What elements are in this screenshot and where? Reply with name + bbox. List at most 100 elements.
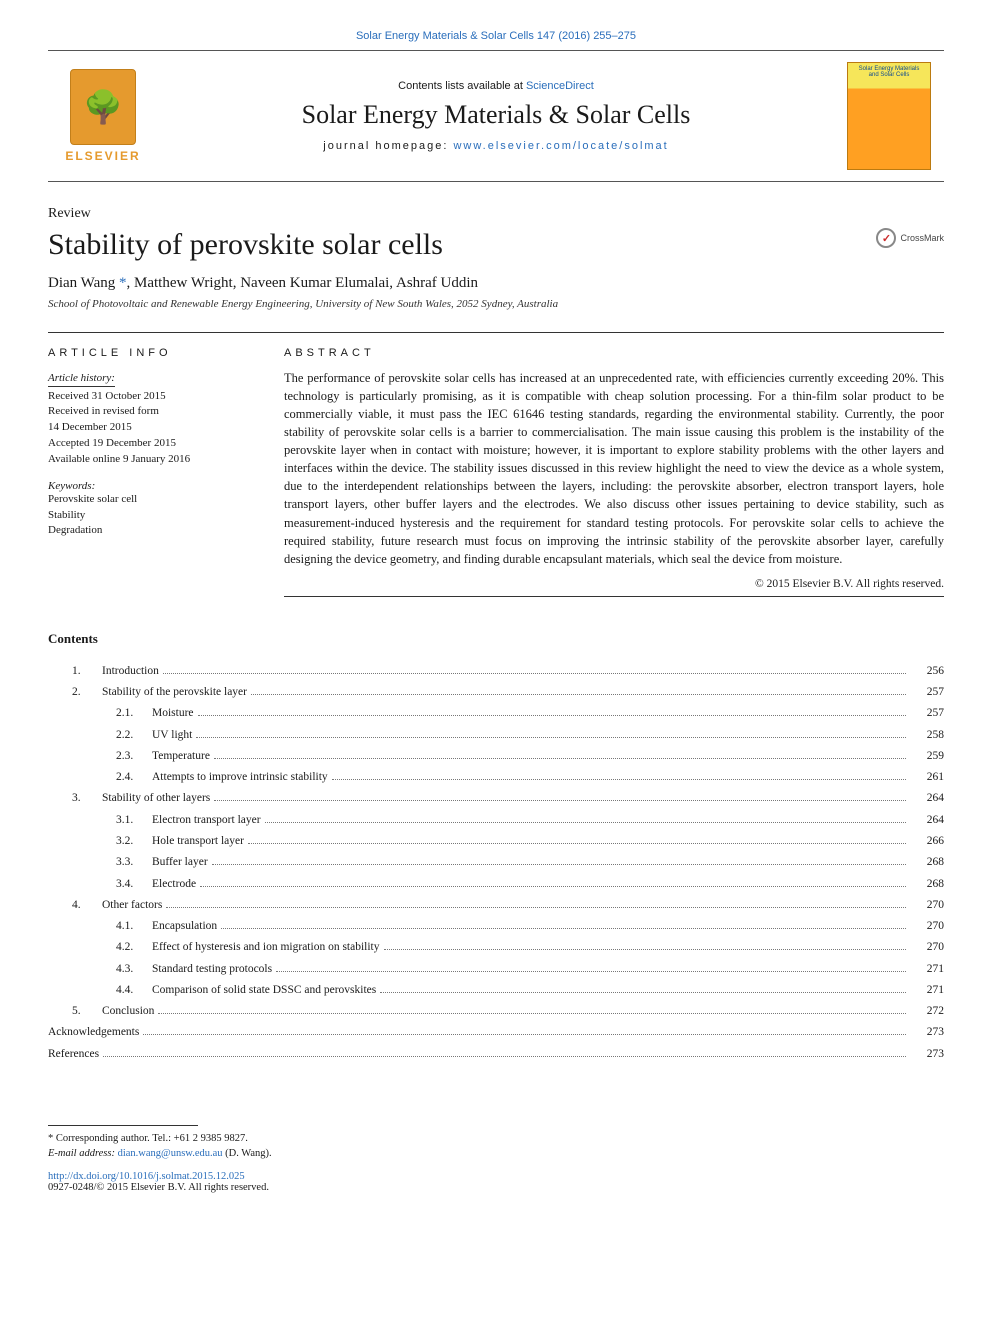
masthead: 🌳 ELSEVIER Contents lists available at S… [48, 50, 944, 182]
toc-page: 257 [910, 703, 944, 724]
toc-label: Effect of hysteresis and ion migration o… [152, 937, 380, 958]
toc-number: 2. [72, 682, 102, 703]
journal-homepage-link[interactable]: www.elsevier.com/locate/solmat [453, 140, 668, 152]
affiliation: School of Photovoltaic and Renewable Ene… [48, 298, 944, 310]
toc-page: 270 [910, 916, 944, 937]
toc-number: 2.4. [116, 767, 152, 788]
toc-number: 4.3. [116, 959, 152, 980]
toc-row: 1.Introduction 256 [48, 661, 944, 682]
toc-row: 2.2.UV light258 [48, 725, 944, 746]
toc-label: Buffer layer [152, 852, 208, 873]
abstract-copyright: © 2015 Elsevier B.V. All rights reserved… [284, 578, 944, 590]
cover-line-2: and Solar Cells [869, 72, 910, 78]
toc-label: Temperature [152, 746, 210, 767]
keywords-list: Perovskite solar cellStabilityDegradatio… [48, 492, 248, 538]
keyword: Degradation [48, 523, 248, 538]
doi-link[interactable]: http://dx.doi.org/10.1016/j.solmat.2015.… [48, 1171, 245, 1182]
toc-label: Standard testing protocols [152, 959, 272, 980]
toc-row: 5.Conclusion 272 [48, 1001, 944, 1022]
toc-row: 4.Other factors270 [48, 895, 944, 916]
journal-homepage-line: journal homepage: www.elsevier.com/locat… [323, 140, 668, 152]
history-label: Article history: [48, 372, 115, 387]
toc-leader-dots [212, 864, 906, 865]
toc-label: References [48, 1044, 99, 1065]
corr-marker: * [48, 1133, 56, 1144]
crossmark-label: CrossMark [900, 233, 944, 243]
publisher-logo: 🌳 ELSEVIER [48, 51, 158, 181]
toc-number: 2.3. [116, 746, 152, 767]
toc-number: 1. [72, 661, 102, 682]
email-suffix: (D. Wang). [223, 1148, 272, 1159]
toc-leader-dots [200, 886, 906, 887]
toc-row: 2.1.Moisture 257 [48, 703, 944, 724]
abstract-text: The performance of perovskite solar cell… [284, 369, 944, 568]
toc-leader-dots [214, 800, 906, 801]
toc-row: 3.4.Electrode268 [48, 874, 944, 895]
crossmark-badge[interactable]: ✓ CrossMark [876, 228, 944, 248]
toc-row: References273 [48, 1044, 944, 1065]
toc-page: 268 [910, 852, 944, 873]
toc-page: 264 [910, 810, 944, 831]
publisher-name: ELSEVIER [65, 149, 140, 163]
toc-leader-dots [248, 843, 906, 844]
toc-label: Stability of the perovskite layer [102, 682, 247, 703]
toc-page: 259 [910, 746, 944, 767]
homepage-prefix: journal homepage: [323, 140, 453, 152]
history-date: Received 31 October 2015 [48, 389, 248, 405]
contents-heading: Contents [48, 631, 944, 647]
toc-label: Moisture [152, 703, 194, 724]
toc-page: 257 [910, 682, 944, 703]
toc-page: 271 [910, 980, 944, 1001]
contents-prefix: Contents lists available at [398, 80, 526, 92]
toc-leader-dots [196, 737, 906, 738]
toc-leader-dots [332, 779, 906, 780]
keyword: Stability [48, 508, 248, 523]
toc-label: Conclusion [102, 1001, 154, 1022]
toc-page: 272 [910, 1001, 944, 1022]
contents-lists-line: Contents lists available at ScienceDirec… [398, 80, 594, 92]
toc-page: 258 [910, 725, 944, 746]
history-dates: Received 31 October 2015Received in revi… [48, 389, 248, 469]
toc-row: 3.Stability of other layers264 [48, 788, 944, 809]
toc-page: 256 [910, 661, 944, 682]
doi-line: http://dx.doi.org/10.1016/j.solmat.2015.… [48, 1171, 944, 1182]
authors-rest: , Matthew Wright, Naveen Kumar Elumalai,… [127, 275, 479, 291]
abstract-divider [284, 596, 944, 597]
toc-number: 3. [72, 788, 102, 809]
corr-email-link[interactable]: dian.wang@unsw.edu.au [118, 1148, 223, 1159]
toc-label: Acknowledgements [48, 1022, 139, 1043]
corresponding-author-footnote: * Corresponding author. Tel.: +61 2 9385… [48, 1132, 944, 1161]
toc-label: Other factors [102, 895, 162, 916]
toc-number: 4.2. [116, 937, 152, 958]
toc-leader-dots [276, 971, 906, 972]
journal-name: Solar Energy Materials & Solar Cells [302, 100, 691, 130]
toc-label: Encapsulation [152, 916, 217, 937]
toc-row: 3.1.Electron transport layer264 [48, 810, 944, 831]
toc-leader-dots [214, 758, 906, 759]
toc-leader-dots [251, 694, 906, 695]
toc-number: 3.3. [116, 852, 152, 873]
corresponding-marker: * [115, 275, 126, 291]
article-title: Stability of perovskite solar cells [48, 228, 944, 263]
toc-leader-dots [103, 1056, 906, 1057]
toc-leader-dots [163, 673, 906, 674]
toc-number: 5. [72, 1001, 102, 1022]
keyword: Perovskite solar cell [48, 492, 248, 507]
toc-number: 3.1. [116, 810, 152, 831]
toc-row: 4.1.Encapsulation270 [48, 916, 944, 937]
toc-leader-dots [158, 1013, 906, 1014]
issn-copyright-line: 0927-0248/© 2015 Elsevier B.V. All right… [48, 1182, 944, 1193]
toc-page: 270 [910, 937, 944, 958]
toc-leader-dots [143, 1034, 906, 1035]
toc-page: 266 [910, 831, 944, 852]
toc-row: 3.2.Hole transport layer266 [48, 831, 944, 852]
toc-number: 2.1. [116, 703, 152, 724]
toc-number: 3.4. [116, 874, 152, 895]
article-info-column: ARTICLE INFO Article history: Received 3… [48, 347, 248, 597]
toc-label: Comparison of solid state DSSC and perov… [152, 980, 376, 1001]
toc-page: 261 [910, 767, 944, 788]
sciencedirect-link[interactable]: ScienceDirect [526, 80, 594, 92]
toc-row: 2.3.Temperature 259 [48, 746, 944, 767]
keywords-label: Keywords: [48, 480, 248, 492]
toc-label: Introduction [102, 661, 159, 682]
